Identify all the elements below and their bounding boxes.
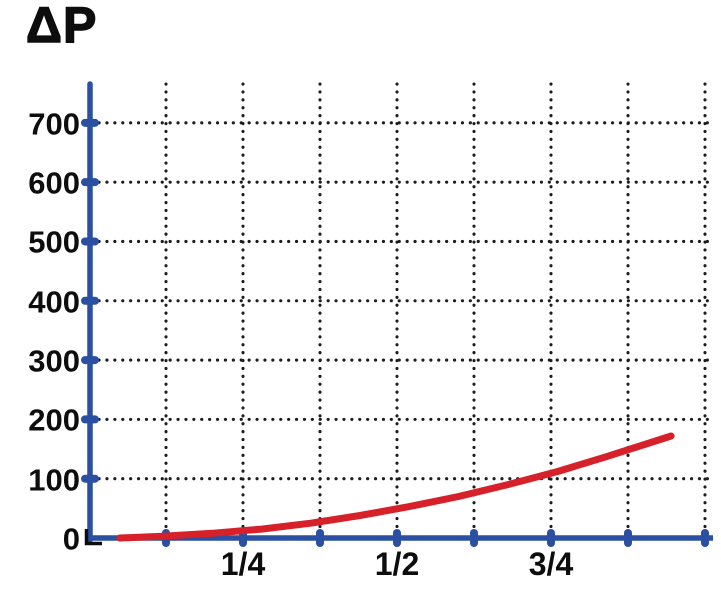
series-delta-p-curve	[116, 432, 675, 542]
chart-title: ΔP	[25, 0, 98, 54]
origin-tick	[84, 529, 102, 546]
